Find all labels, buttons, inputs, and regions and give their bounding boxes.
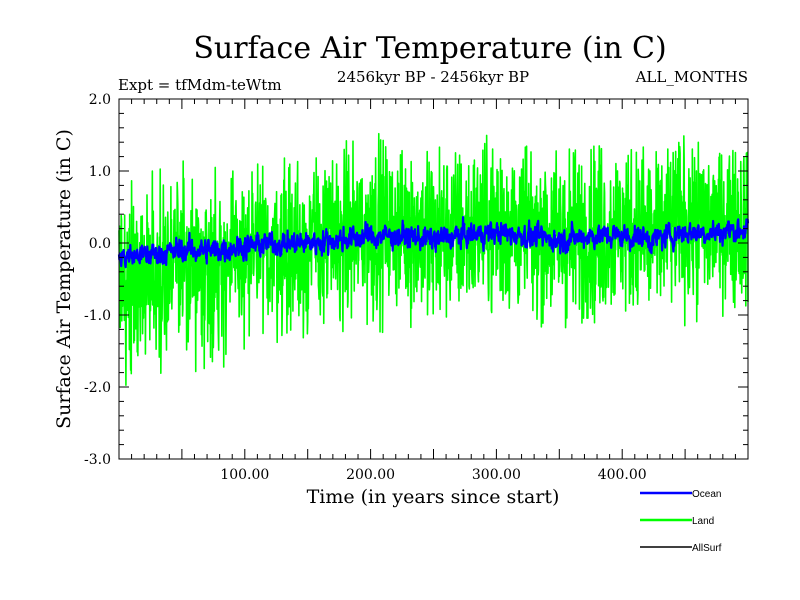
chart-title: Surface Air Temperature (in C) [193,31,666,66]
legend-label-allsurf: AllSurf [692,543,722,554]
y-tick-label: -3.0 [84,452,111,468]
y-axis-label: Surface Air Temperature (in C) [53,129,75,429]
legend-label-ocean: Ocean [692,489,721,500]
series-line-land [118,132,749,386]
x-tick-label: 100.00 [220,467,269,483]
y-tick-label: 1.0 [89,164,111,180]
series-line-ocean [117,215,750,269]
x-tick-label: 300.00 [472,467,521,483]
months-label: ALL_MONTHS [635,68,748,86]
y-tick-label: -2.0 [84,380,111,396]
plot-area [117,132,750,386]
experiment-label: Expt = tfMdm-teWtm [118,76,282,94]
y-tick-label: -1.0 [84,308,111,324]
y-tick-label: 2.0 [89,92,111,108]
x-axis-label: Time (in years since start) [307,486,560,508]
y-tick-label: 0.0 [89,236,111,252]
x-tick-label: 200.00 [346,467,395,483]
legend-label-land: Land [692,516,714,527]
axes: 100.00 200.00 300.00 400.00 -3.0 -2.0 -1.0 0.0 1… [84,92,749,483]
x-tick-label: 400.00 [598,467,647,483]
legend: Ocean Land AllSurf [640,489,722,554]
chart-subtitle: 2456kyr BP - 2456kyr BP [337,68,529,86]
